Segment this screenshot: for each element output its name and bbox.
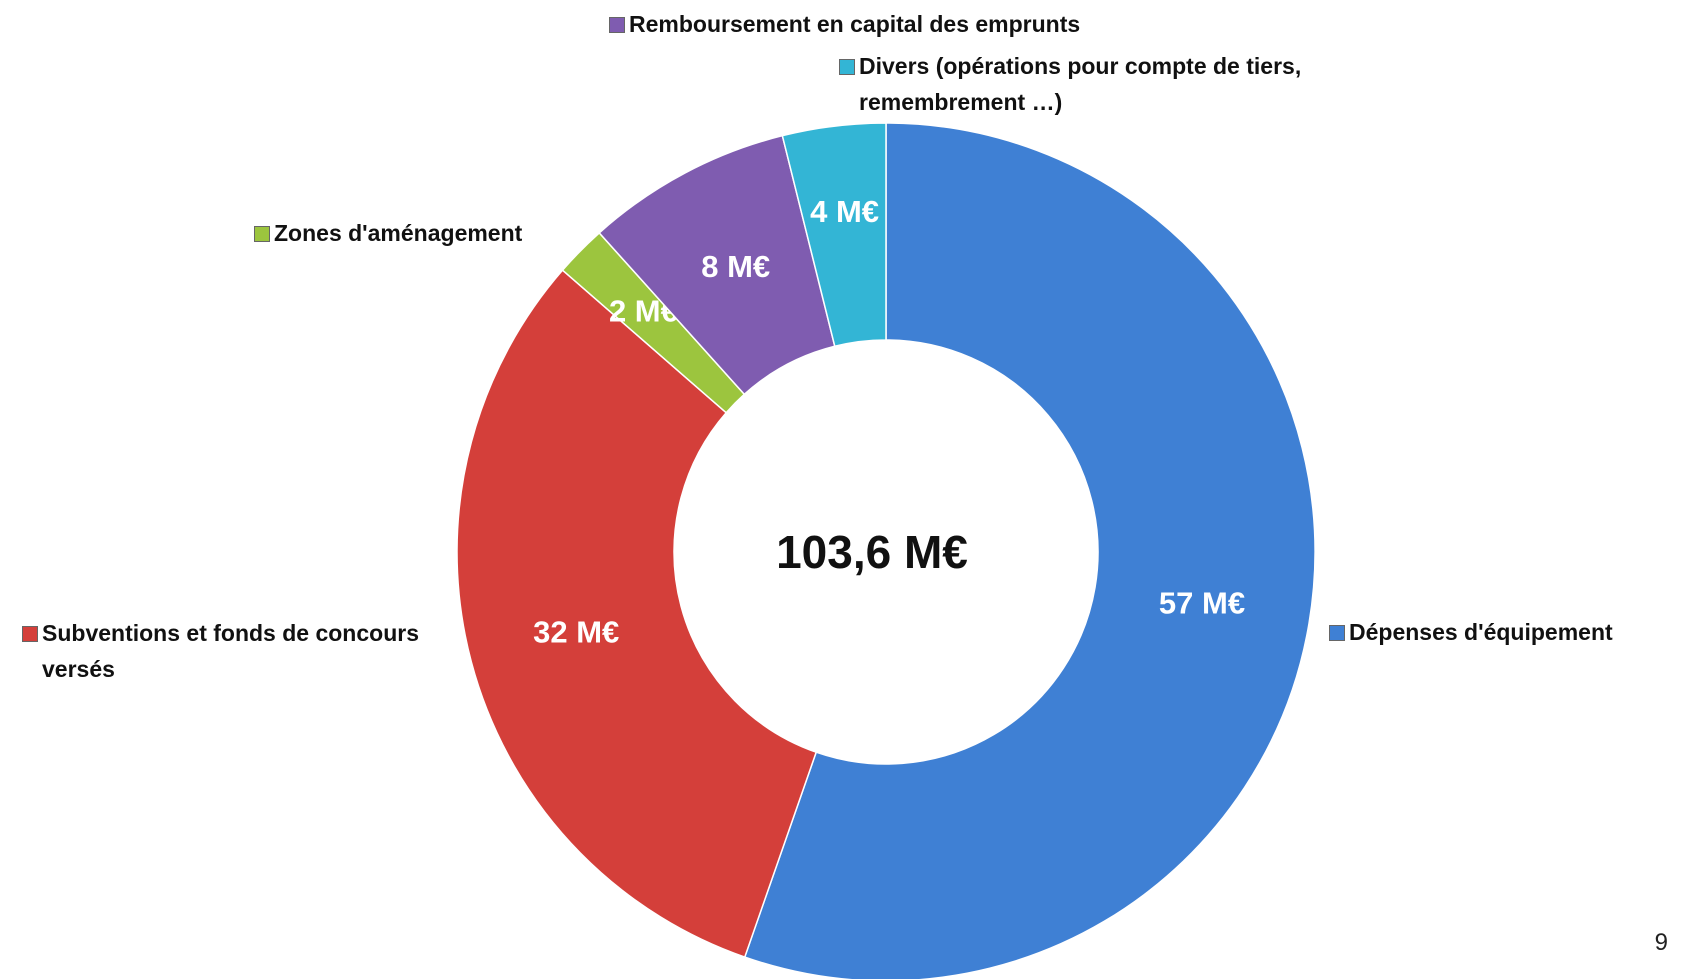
legend-swatch — [1329, 625, 1345, 641]
legend-label: Remboursement en capital des emprunts — [629, 11, 1081, 37]
value-label: 57 M€ — [1159, 586, 1245, 621]
legend-swatch — [254, 226, 270, 242]
page-number: 9 — [1654, 929, 1668, 956]
legend-label: Zones d'aménagement — [274, 220, 523, 246]
total-label: 103,6 M€ — [776, 526, 968, 578]
donut-slice — [781, 122, 887, 348]
legend-swatch — [22, 626, 38, 642]
donut-slice — [456, 269, 818, 959]
legend-swatch — [839, 59, 855, 75]
legend-label: Dépenses d'équipement — [1349, 619, 1613, 645]
legend-swatch — [609, 17, 625, 33]
legend-label: Subventions et fonds de concours versés — [42, 620, 419, 682]
value-label: 8 M€ — [701, 249, 770, 284]
legend-label: Divers (opérations pour compte de tiers,… — [859, 53, 1302, 115]
value-label: 32 M€ — [533, 614, 619, 649]
value-label: 4 M€ — [810, 194, 879, 229]
